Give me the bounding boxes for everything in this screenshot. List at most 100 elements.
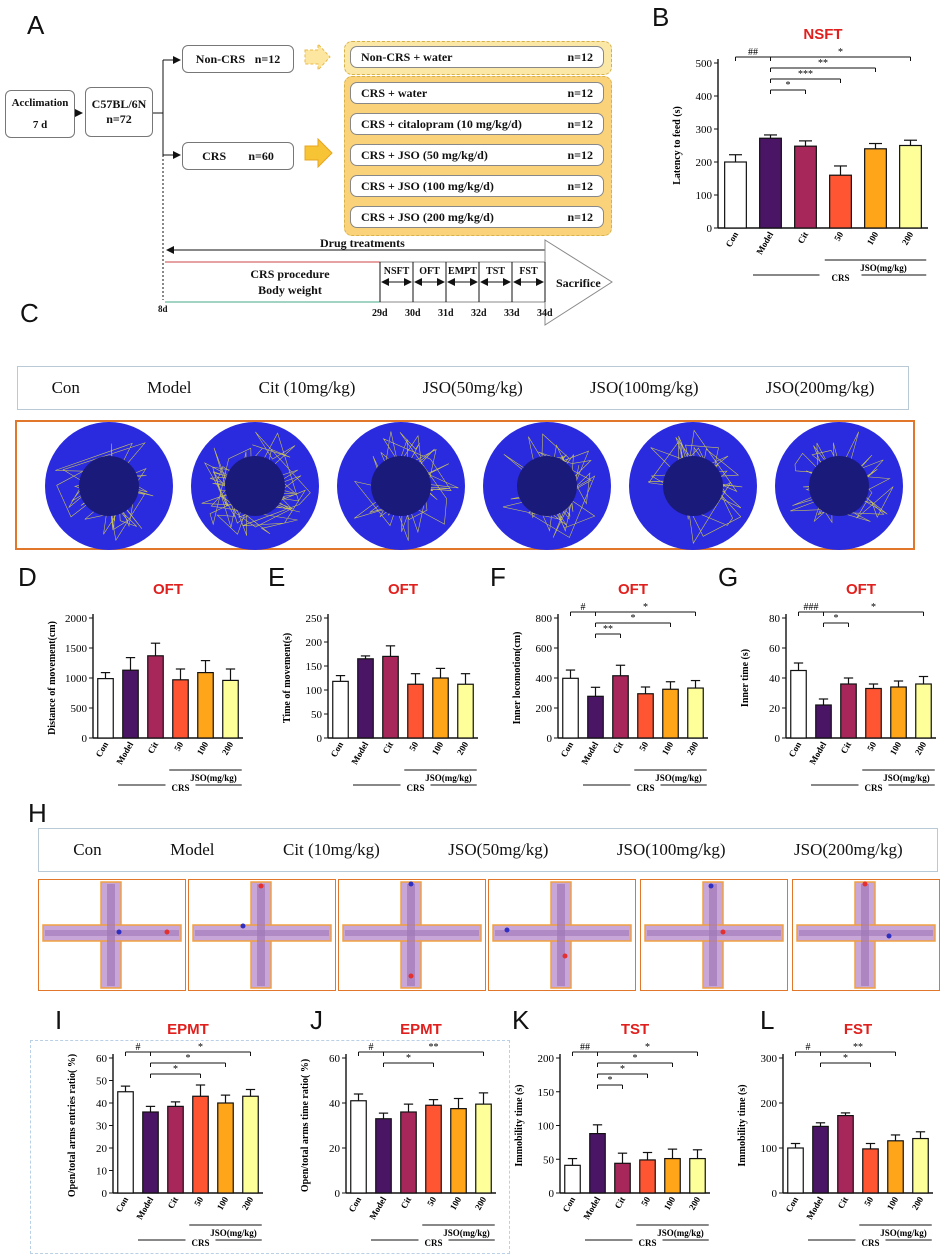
x-tick-label-k: Con	[561, 1195, 578, 1214]
x-tick-label-j: 50	[425, 1195, 438, 1208]
epm-track-jso200	[792, 879, 940, 991]
x-tick-label-l: 100	[885, 1195, 901, 1212]
oft-track-jso50	[483, 422, 611, 550]
chart-k-tst: TST Immobility time (s) 0 50 100 150 200 Con Mod…	[514, 1021, 710, 1248]
epm-group-header: Con Model Cit (10mg/kg) JSO(50mg/kg) JSO…	[38, 828, 938, 872]
panel-label-a: A	[27, 10, 45, 40]
bar-k-2	[614, 1162, 631, 1194]
y-tick-label-f: 0	[547, 733, 553, 745]
bar-d-1	[122, 669, 139, 739]
y-tick-label-k: 150	[538, 1087, 555, 1099]
crs-procedure-label: CRS procedure Body weight	[250, 267, 330, 297]
x-tick-label-l: 200	[910, 1195, 926, 1212]
group-box-2: CRS + citalopram (10 mg/kg/d) n=12	[350, 113, 604, 135]
bar-e-0	[332, 680, 349, 739]
sig-mark: *	[198, 1042, 203, 1053]
bar-j-1	[375, 1118, 392, 1194]
y-tick-label-d: 2000	[65, 613, 88, 625]
x-tick-label-j: Con	[347, 1195, 364, 1214]
y-tick-label-b: 400	[696, 91, 713, 103]
day-label-30: 30d	[405, 308, 421, 319]
panel-label-h: H	[28, 798, 47, 828]
sig-mark: #	[806, 1042, 811, 1053]
x-tick-label-e: 200	[455, 740, 471, 757]
y-tick-label-g: 40	[769, 673, 781, 685]
test-label-fst: FST	[519, 266, 538, 277]
crs-group-label: CRS	[636, 783, 654, 793]
chart-g-inner-time: OFT Inner time (s) 0 20 40 60 80 Con Model Cit 50 1…	[740, 581, 936, 793]
bar-d-3	[172, 679, 189, 739]
maze-end-point	[408, 973, 414, 979]
sig-mark: *	[608, 1075, 613, 1086]
sig-mark: **	[818, 58, 828, 69]
bar-l-2	[837, 1114, 854, 1194]
sig-mark: *	[643, 602, 648, 613]
y-tick-label-i: 30	[96, 1121, 108, 1133]
crs-group-label: CRS	[171, 783, 189, 793]
x-tick-label-j: Cit	[399, 1195, 414, 1210]
chart-l-fst: FST Immobility time (s) 0 100 200 300 Con Model…	[737, 1021, 933, 1248]
bar-f-2	[612, 675, 629, 739]
y-tick-label-f: 200	[536, 703, 553, 715]
y-tick-label-l: 0	[772, 1188, 778, 1200]
sig-mark: #	[581, 602, 586, 613]
y-tick-label-k: 100	[538, 1121, 555, 1133]
maze-end-point	[164, 929, 170, 935]
jso-group-label: JSO(mg/kg)	[860, 263, 907, 273]
bar-g-3	[865, 687, 882, 739]
y-tick-label-i: 10	[96, 1166, 108, 1178]
x-tick-label-l: Model	[804, 1195, 825, 1222]
bar-g-0	[790, 669, 807, 739]
group-box-5: CRS + JSO (200 mg/kg/d) n=12	[350, 206, 604, 228]
jso-group-label: JSO(mg/kg)	[443, 1228, 490, 1238]
jso-group-label: JSO(mg/kg)	[657, 1228, 704, 1238]
oft-group-header: Con Model Cit (10mg/kg) JSO(50mg/kg) JSO…	[17, 366, 909, 410]
noncrs-n: n=12	[254, 51, 281, 66]
x-tick-label-f: Model	[579, 740, 600, 767]
bar-g-4	[890, 686, 907, 739]
y-tick-label-e: 250	[306, 613, 323, 625]
acclimation-label: Acclimation	[11, 97, 69, 109]
y-tick-label-b: 200	[696, 157, 713, 169]
x-tick-label-d: Model	[114, 740, 135, 767]
sig-mark: **	[603, 624, 613, 635]
bar-g-2	[840, 683, 857, 739]
bar-j-3	[425, 1104, 442, 1194]
acclimation-box: Acclimation 7 d	[5, 90, 75, 138]
oft-track-con	[45, 422, 173, 550]
test-label-empt: EMPT	[448, 266, 477, 277]
chart-title-b: NSFT	[803, 26, 842, 43]
sacrifice-label: Sacrifice	[556, 276, 601, 290]
test-label-tst: TST	[486, 266, 505, 277]
sig-mark: *	[631, 613, 636, 624]
epm-header-jso200: JSO(200mg/kg)	[794, 840, 903, 859]
maze-trace-horizontal	[647, 930, 781, 936]
test-label-oft: OFT	[419, 266, 440, 277]
x-tick-label-k: 200	[687, 1195, 703, 1212]
bar-g-1	[815, 704, 832, 739]
bar-e-1	[357, 658, 374, 739]
bar-f-1	[587, 695, 604, 739]
sig-mark: *	[406, 1053, 411, 1064]
chart-j-time-ratio: EPMT Open/total arms time ratio( %) 0 20 40 6…	[300, 1021, 496, 1248]
bar-i-4	[217, 1102, 234, 1194]
group-box-1: CRS + water n=12	[350, 82, 604, 104]
bar-g-5	[915, 683, 932, 739]
y-tick-label-e: 200	[306, 637, 323, 649]
bar-k-3	[639, 1159, 656, 1194]
panel-label-b: B	[652, 2, 670, 32]
maze-start-point	[116, 929, 122, 935]
bar-b-0	[724, 161, 747, 229]
crs-group-label: CRS	[638, 1238, 656, 1248]
y-tick-label-j: 40	[329, 1098, 341, 1110]
epm-track-jso50	[488, 879, 636, 991]
maze-start-point	[886, 933, 892, 939]
oft-header-jso100: JSO(100mg/kg)	[589, 378, 699, 397]
crs-group-label: CRS	[864, 783, 882, 793]
bar-d-2	[147, 655, 164, 739]
bar-i-0	[117, 1091, 134, 1194]
bar-l-1	[812, 1125, 829, 1194]
day-label-33: 33d	[504, 308, 520, 319]
crs-group-label: CRS	[406, 783, 424, 793]
x-tick-label-f: Con	[559, 740, 576, 759]
